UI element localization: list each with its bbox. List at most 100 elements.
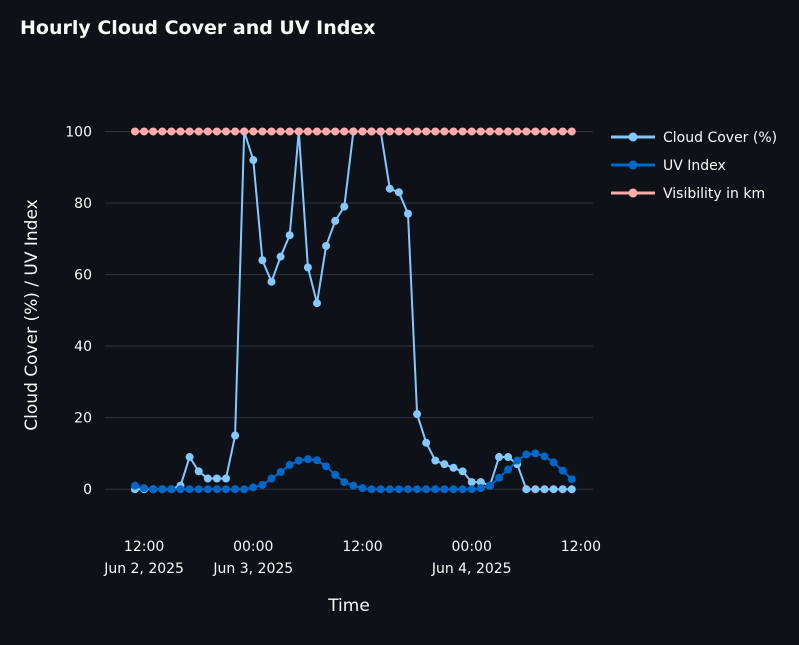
data-point[interactable] bbox=[258, 480, 267, 489]
data-point[interactable] bbox=[331, 470, 340, 479]
data-point[interactable] bbox=[531, 449, 540, 458]
data-point[interactable] bbox=[240, 485, 249, 494]
data-point[interactable] bbox=[495, 127, 503, 136]
data-point[interactable] bbox=[467, 127, 476, 136]
data-point[interactable] bbox=[422, 127, 431, 136]
data-point[interactable] bbox=[549, 127, 558, 136]
data-point[interactable] bbox=[504, 453, 513, 462]
data-point[interactable] bbox=[149, 127, 158, 136]
data-point[interactable] bbox=[485, 127, 494, 136]
data-point[interactable] bbox=[449, 463, 458, 472]
data-point[interactable] bbox=[322, 462, 331, 471]
data-point[interactable] bbox=[267, 277, 276, 286]
data-point[interactable] bbox=[340, 202, 349, 211]
legend-item[interactable]: Visibility in km bbox=[611, 186, 765, 202]
data-point[interactable] bbox=[294, 456, 303, 465]
data-point[interactable] bbox=[458, 485, 467, 494]
data-point[interactable] bbox=[567, 485, 576, 494]
data-point[interactable] bbox=[522, 485, 531, 494]
data-point[interactable] bbox=[340, 478, 349, 487]
data-point[interactable] bbox=[313, 127, 321, 136]
data-point[interactable] bbox=[303, 263, 312, 272]
data-point[interactable] bbox=[212, 127, 221, 136]
data-point[interactable] bbox=[476, 127, 485, 136]
data-point[interactable] bbox=[231, 127, 240, 136]
data-point[interactable] bbox=[458, 467, 467, 476]
legend-item[interactable]: Cloud Cover (%) bbox=[611, 130, 777, 146]
data-point[interactable] bbox=[194, 467, 203, 476]
data-point[interactable] bbox=[431, 485, 440, 494]
data-point[interactable] bbox=[404, 485, 412, 494]
data-point[interactable] bbox=[504, 127, 513, 136]
data-point[interactable] bbox=[540, 485, 549, 494]
data-point[interactable] bbox=[276, 252, 285, 261]
data-point[interactable] bbox=[394, 188, 403, 197]
data-point[interactable] bbox=[203, 474, 212, 483]
data-point[interactable] bbox=[413, 410, 422, 419]
data-point[interactable] bbox=[513, 456, 522, 465]
data-point[interactable] bbox=[267, 474, 276, 483]
data-point[interactable] bbox=[485, 481, 494, 490]
data-point[interactable] bbox=[367, 127, 376, 136]
data-point[interactable] bbox=[331, 127, 340, 136]
data-point[interactable] bbox=[567, 127, 576, 136]
data-point[interactable] bbox=[285, 127, 294, 136]
data-point[interactable] bbox=[303, 127, 312, 136]
data-point[interactable] bbox=[404, 127, 412, 136]
data-point[interactable] bbox=[540, 127, 549, 136]
data-point[interactable] bbox=[222, 474, 230, 483]
data-point[interactable] bbox=[231, 485, 240, 494]
data-point[interactable] bbox=[322, 241, 331, 250]
data-point[interactable] bbox=[349, 127, 358, 136]
data-point[interactable] bbox=[549, 485, 558, 494]
data-point[interactable] bbox=[440, 485, 449, 494]
data-point[interactable] bbox=[376, 127, 385, 136]
data-point[interactable] bbox=[340, 127, 349, 136]
data-point[interactable] bbox=[513, 127, 522, 136]
data-point[interactable] bbox=[158, 127, 167, 136]
data-point[interactable] bbox=[504, 465, 513, 474]
data-point[interactable] bbox=[422, 438, 431, 447]
data-point[interactable] bbox=[331, 216, 340, 225]
data-point[interactable] bbox=[131, 481, 139, 490]
data-point[interactable] bbox=[476, 484, 485, 493]
data-point[interactable] bbox=[249, 127, 258, 136]
data-point[interactable] bbox=[176, 485, 185, 494]
data-point[interactable] bbox=[131, 127, 139, 136]
data-point[interactable] bbox=[358, 127, 367, 136]
data-point[interactable] bbox=[413, 127, 422, 136]
data-point[interactable] bbox=[149, 485, 158, 494]
data-point[interactable] bbox=[540, 452, 549, 461]
data-point[interactable] bbox=[394, 485, 403, 494]
data-point[interactable] bbox=[249, 156, 258, 165]
data-point[interactable] bbox=[385, 184, 394, 193]
data-point[interactable] bbox=[413, 485, 422, 494]
data-point[interactable] bbox=[549, 458, 558, 467]
legend[interactable]: Cloud Cover (%) UV Index Visibility in km bbox=[611, 130, 777, 202]
data-point[interactable] bbox=[495, 473, 503, 482]
data-point[interactable] bbox=[276, 468, 285, 477]
data-point[interactable] bbox=[394, 127, 403, 136]
data-point[interactable] bbox=[385, 127, 394, 136]
data-point[interactable] bbox=[222, 485, 230, 494]
data-point[interactable] bbox=[367, 485, 376, 494]
data-point[interactable] bbox=[431, 127, 440, 136]
data-point[interactable] bbox=[313, 456, 321, 465]
data-point[interactable] bbox=[185, 453, 194, 462]
data-point[interactable] bbox=[158, 485, 167, 494]
data-point[interactable] bbox=[249, 483, 258, 492]
data-point[interactable] bbox=[185, 127, 194, 136]
data-point[interactable] bbox=[431, 456, 440, 465]
data-point[interactable] bbox=[322, 127, 331, 136]
data-point[interactable] bbox=[358, 484, 367, 493]
data-point[interactable] bbox=[467, 478, 476, 487]
data-point[interactable] bbox=[558, 485, 567, 494]
data-point[interactable] bbox=[185, 485, 194, 494]
data-point[interactable] bbox=[522, 127, 531, 136]
data-point[interactable] bbox=[440, 127, 449, 136]
data-point[interactable] bbox=[522, 450, 531, 459]
data-point[interactable] bbox=[294, 127, 303, 136]
data-point[interactable] bbox=[222, 127, 230, 136]
data-point[interactable] bbox=[194, 485, 203, 494]
data-point[interactable] bbox=[167, 485, 176, 494]
